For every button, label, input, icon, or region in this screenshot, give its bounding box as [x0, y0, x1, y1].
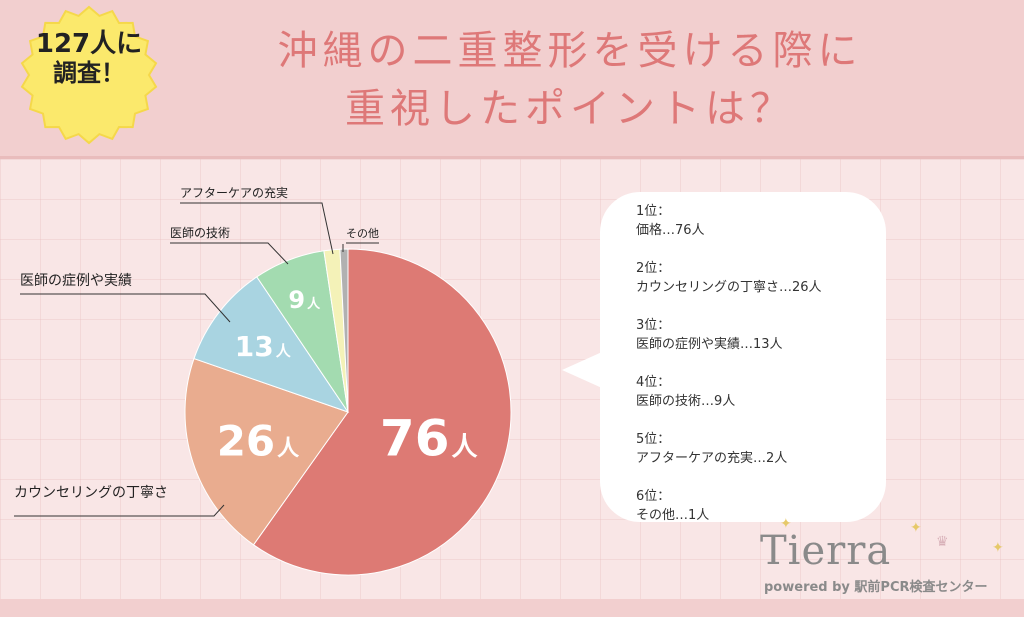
- ranking-text: 価格…76人: [636, 223, 705, 238]
- leader-line: [20, 293, 231, 323]
- badge-count-text: 127人に: [35, 29, 143, 59]
- ranking-item: 3位： 医師の症例や実績…13人: [636, 316, 876, 373]
- header-divider: [0, 156, 1024, 159]
- ranking-bubble: [600, 192, 886, 522]
- ranking-position: 6位：: [636, 489, 671, 504]
- ranking-item: 6位： その他…1人: [636, 487, 876, 544]
- ranking-text: 医師の症例や実績…13人: [636, 337, 783, 352]
- ranking-text: アフターケアの充実…2人: [636, 451, 788, 466]
- sparkle-icon: ✦: [780, 516, 792, 532]
- survey-badge-burst: [20, 5, 158, 145]
- ranking-item: 4位： 医師の技術…9人: [636, 373, 876, 430]
- ranking-position: 4位：: [636, 375, 671, 390]
- slice-category-label: カウンセリングの丁寧さ: [14, 484, 168, 501]
- header-band: [0, 0, 1024, 157]
- brand-logo: ✦ ✦ ✦ ♛ Tierra powered by 駅前PCR検査センター: [760, 516, 1010, 598]
- sparkle-icon: ✦: [910, 520, 922, 536]
- slice-category-label: 医師の技術: [170, 226, 230, 240]
- slice-value-label: 76人: [380, 409, 478, 467]
- ranking-item: 1位： 価格…76人: [636, 202, 876, 259]
- page-title: 沖縄の二重整形を受ける際に 重視したポイントは？: [240, 22, 900, 138]
- pie-slice: [193, 276, 350, 413]
- pie-slice: [339, 248, 349, 413]
- leader-line: [14, 504, 225, 517]
- title-line-2: 重視したポイントは？: [345, 86, 795, 132]
- leader-line: [170, 242, 289, 265]
- slice-value-label: 13 人: [235, 330, 292, 363]
- bubble-tail: [562, 352, 602, 388]
- ranking-position: 3位：: [636, 318, 671, 333]
- sparkle-icon: ✦: [992, 540, 1004, 556]
- slice-value-label: 26人: [217, 416, 299, 465]
- ranking-position: 1位：: [636, 204, 671, 219]
- leader-line: [180, 202, 334, 255]
- footer-band: [0, 599, 1024, 617]
- survey-badge: 127人に 調査！: [18, 29, 160, 87]
- ranking-position: 2位：: [636, 261, 671, 276]
- pie-slice: [184, 357, 349, 546]
- ranking-text: カウンセリングの丁寧さ…26人: [636, 280, 822, 295]
- pie-slice: [252, 248, 512, 576]
- title-line-1: 沖縄の二重整形を受ける際に: [277, 28, 863, 74]
- ranking-item: 5位： アフターケアの充実…2人: [636, 430, 876, 487]
- ranking-list: 1位： 価格…76人 2位： カウンセリングの丁寧さ…26人 3位： 医師の症例…: [636, 202, 876, 544]
- crown-icon: ♛: [936, 534, 949, 550]
- badge-survey-text: 調査！: [53, 58, 125, 87]
- ranking-text: 医師の技術…9人: [636, 394, 736, 409]
- ranking-position: 5位：: [636, 432, 671, 447]
- slice-category-label: その他: [346, 227, 379, 240]
- ranking-item: 2位： カウンセリングの丁寧さ…26人: [636, 259, 876, 316]
- logo-wordmark: Tierra: [760, 528, 892, 574]
- slice-category-label: 医師の症例や実績: [20, 273, 132, 289]
- logo-subtitle: powered by 駅前PCR検査センター: [764, 580, 988, 595]
- ranking-text: その他…1人: [636, 508, 710, 523]
- slice-category-label: アフターケアの充実: [180, 185, 288, 200]
